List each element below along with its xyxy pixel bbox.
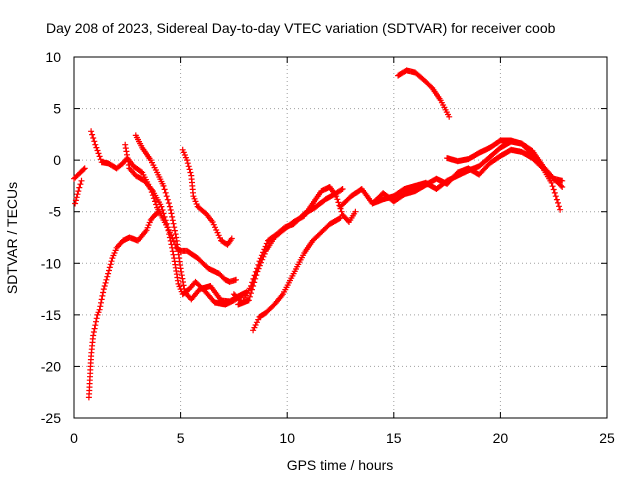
series-track-i bbox=[235, 184, 359, 308]
plus-markers bbox=[250, 214, 344, 334]
x-tick-label: 0 bbox=[70, 430, 78, 446]
series-track-m bbox=[395, 67, 453, 120]
plus-markers bbox=[395, 67, 453, 120]
series-track-g bbox=[179, 146, 235, 248]
series-track-n bbox=[444, 137, 566, 190]
plus-markers bbox=[132, 132, 250, 305]
x-tick-label: 10 bbox=[279, 430, 295, 446]
series-track-a bbox=[71, 165, 88, 182]
x-tick-label: 20 bbox=[493, 430, 509, 446]
data-series bbox=[71, 67, 566, 401]
x-axis-label: GPS time / hours bbox=[287, 457, 394, 473]
series-track-j bbox=[250, 214, 344, 334]
y-tick-label: -10 bbox=[41, 255, 61, 271]
plus-markers bbox=[179, 146, 235, 248]
chart-title: Day 208 of 2023, Sidereal Day-to-day VTE… bbox=[46, 20, 556, 36]
plus-markers bbox=[72, 177, 85, 207]
x-tick-label: 5 bbox=[177, 430, 185, 446]
x-tick-label: 25 bbox=[599, 430, 615, 446]
y-tick-label: 0 bbox=[53, 152, 61, 168]
plus-markers bbox=[85, 208, 163, 401]
y-tick-label: -20 bbox=[41, 358, 61, 374]
y-tick-label: -15 bbox=[41, 307, 61, 323]
y-tick-label: 10 bbox=[45, 49, 61, 65]
plus-markers bbox=[88, 128, 239, 285]
y-tick-label: -25 bbox=[41, 410, 61, 426]
series-track-b bbox=[72, 177, 85, 207]
axis-ticks: 0 5 10 15 20 25 -25 -20 -15 -10 -5 0 5 10 bbox=[41, 49, 615, 446]
y-axis-label: SDTVAR / TECUs bbox=[4, 182, 20, 294]
series-track-d bbox=[88, 128, 239, 285]
series-track-f bbox=[132, 132, 250, 305]
plus-markers bbox=[235, 184, 359, 308]
x-tick-label: 15 bbox=[386, 430, 402, 446]
y-tick-label: 5 bbox=[53, 101, 61, 117]
plot-frame bbox=[73, 56, 608, 419]
y-tick-label: -5 bbox=[49, 204, 62, 220]
plus-markers bbox=[444, 137, 566, 190]
plus-markers bbox=[71, 165, 88, 182]
series-track-c bbox=[85, 208, 163, 401]
